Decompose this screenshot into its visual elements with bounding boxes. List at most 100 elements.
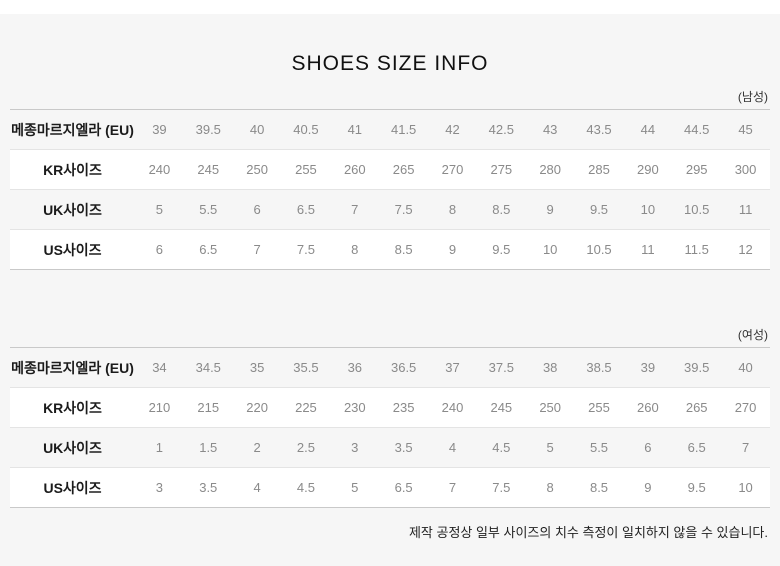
size-value: 8.5: [589, 480, 609, 495]
size-value: 275: [490, 162, 513, 177]
size-value: 9: [644, 480, 652, 495]
size-value: 42: [445, 122, 460, 137]
size-value: 8: [448, 202, 457, 217]
size-value: 270: [734, 400, 757, 415]
size-value: 5: [155, 202, 164, 217]
size-value: 225: [295, 400, 317, 415]
size-value: 230: [343, 400, 366, 415]
size-value: 45: [738, 122, 753, 137]
table-row: UK사이즈 1 1.5 2 2.5 3 3.5 4 4.5 5 5.5 6 6.5 7: [10, 427, 770, 468]
size-value: 41: [347, 122, 363, 137]
row-label: US사이즈: [43, 241, 102, 258]
size-value: 8.5: [492, 202, 511, 217]
size-value: 295: [685, 162, 708, 177]
size-value: 42.5: [488, 122, 514, 137]
size-value: 245: [197, 162, 220, 177]
size-value: 4.5: [492, 440, 511, 455]
size-value: 40: [249, 122, 265, 137]
size-value: 9.5: [589, 202, 609, 217]
size-value: 35.5: [293, 360, 319, 375]
size-value: 240: [148, 162, 171, 177]
size-value: 43: [542, 122, 558, 137]
footer-note: 제작 공정상 일부 사이즈의 치수 측정이 일치하지 않을 수 있습니다.: [408, 525, 768, 540]
size-value: 41.5: [390, 122, 417, 137]
table-row: KR사이즈 240 245 250 255 260 265 270 275 280 285 290 29…: [10, 149, 770, 190]
size-value: 260: [637, 400, 659, 415]
size-value: 260: [343, 162, 366, 177]
size-value: 250: [246, 162, 268, 177]
size-value: 11: [738, 202, 753, 217]
row-label: KR사이즈: [43, 399, 102, 416]
size-value: 38: [542, 360, 558, 375]
top-strip: [0, 0, 780, 14]
size-value: 34.5: [195, 360, 221, 375]
size-value: 290: [637, 162, 659, 177]
page-title: SHOES SIZE INFO: [291, 52, 489, 75]
size-section: (여성) 메종마르지엘라 (EU) 34 34.5 35 35.5 36 36.5 37 37.5…: [0, 327, 780, 508]
table-row: 메종마르지엘라 (EU) 34 34.5 35 35.5 36 36.5 37 37.5 38 38…: [10, 348, 770, 388]
size-value: 3: [351, 440, 359, 455]
size-value: 10: [542, 242, 558, 257]
size-value: 39.5: [195, 122, 221, 137]
size-value: 9.5: [492, 242, 511, 257]
size-value: 5.5: [199, 202, 218, 217]
size-value: 7: [741, 440, 750, 455]
size-value: 5.5: [589, 440, 609, 455]
size-value: 7.5: [394, 202, 413, 217]
size-value: 9: [448, 242, 457, 257]
size-tables-container: (남성) 메종마르지엘라 (EU) 39 39.5 40 40.5 41 41.5 42 42.5…: [0, 89, 780, 508]
size-value: 2: [253, 440, 261, 455]
size-value: 245: [490, 400, 513, 415]
size-value: 6: [644, 440, 652, 455]
row-label: US사이즈: [43, 479, 102, 496]
table-row: US사이즈 3 3.5 4 4.5 5 6.5 7 7.5 8 8.5 9 9.5 10: [10, 467, 770, 508]
size-value: 8.5: [394, 242, 413, 257]
size-value: 11: [641, 242, 655, 257]
size-value: 7.5: [492, 480, 511, 495]
size-value: 8: [546, 480, 554, 495]
size-value: 1.5: [199, 440, 218, 455]
table-row: 메종마르지엘라 (EU) 39 39.5 40 40.5 41 41.5 42 42.5 43 43…: [10, 110, 770, 150]
size-value: 300: [734, 162, 757, 177]
size-value: 1: [155, 440, 164, 455]
size-value: 5: [546, 440, 554, 455]
size-value: 265: [685, 400, 708, 415]
size-table: 메종마르지엘라 (EU) 39 39.5 40 40.5 41 41.5 42 42.5 43 43…: [10, 109, 770, 270]
size-section: (남성) 메종마르지엘라 (EU) 39 39.5 40 40.5 41 41.5 42 42.5…: [0, 89, 780, 270]
size-value: 6.5: [687, 440, 706, 455]
size-value: 44: [640, 122, 656, 137]
size-value: 210: [148, 400, 171, 415]
table-row: UK사이즈 5 5.5 6 6.5 7 7.5 8 8.5 9 9.5 10 10.5 11: [10, 189, 770, 230]
size-value: 215: [197, 400, 220, 415]
size-value: 6.5: [199, 242, 218, 257]
size-value: 10.5: [684, 202, 710, 217]
size-value: 10: [640, 202, 656, 217]
size-value: 235: [392, 400, 415, 415]
size-value: 10: [738, 480, 753, 495]
size-value: 220: [246, 400, 268, 415]
size-value: 7: [448, 480, 457, 495]
size-value: 36.5: [390, 360, 417, 375]
size-value: 39.5: [684, 360, 710, 375]
gender-label: (남성): [737, 90, 768, 104]
size-value: 39: [640, 360, 656, 375]
size-value: 6: [155, 242, 164, 257]
size-value: 43.5: [586, 122, 612, 137]
size-value: 250: [539, 400, 562, 415]
size-value: 270: [441, 162, 464, 177]
size-value: 285: [588, 162, 610, 177]
size-value: 40.5: [293, 122, 319, 137]
size-value: 265: [392, 162, 415, 177]
row-label: 메종마르지엘라 (EU): [11, 121, 134, 138]
row-label: KR사이즈: [43, 161, 102, 178]
size-value: 34: [152, 360, 167, 375]
row-label: UK사이즈: [43, 439, 102, 456]
size-value: 10.5: [586, 242, 612, 257]
size-value: 35: [249, 360, 265, 375]
size-value: 40: [738, 360, 753, 375]
size-value: 37: [445, 360, 460, 375]
size-value: 37.5: [488, 360, 514, 375]
size-value: 4: [448, 440, 457, 455]
table-row: KR사이즈 210 215 220 225 230 235 240 245 250 255 260 26…: [10, 387, 770, 428]
